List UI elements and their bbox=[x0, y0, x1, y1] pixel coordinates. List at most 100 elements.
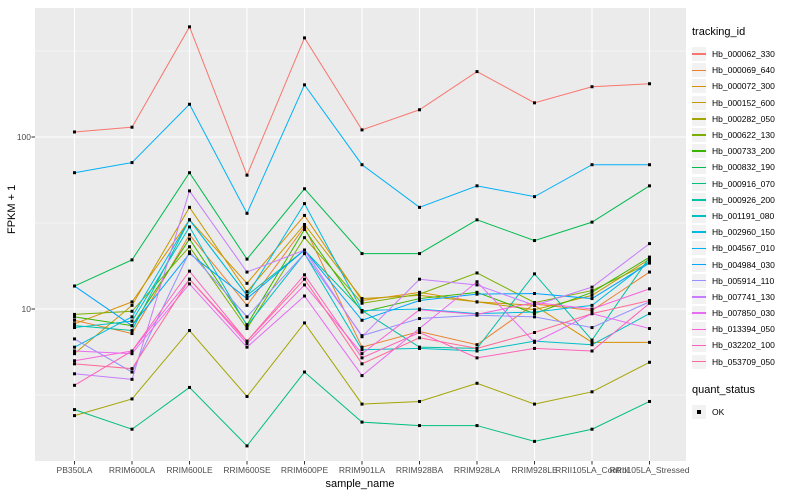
data-point bbox=[303, 370, 306, 374]
data-point bbox=[245, 290, 249, 294]
data-point bbox=[73, 130, 76, 134]
data-point bbox=[360, 128, 364, 132]
data-point bbox=[245, 257, 249, 261]
data-point bbox=[475, 70, 479, 74]
data-point bbox=[360, 335, 364, 339]
data-point bbox=[130, 161, 134, 165]
legend-entry: Hb_000622_130 bbox=[692, 127, 798, 143]
data-point bbox=[590, 285, 594, 289]
data-point bbox=[360, 310, 364, 314]
data-point bbox=[648, 270, 651, 274]
data-point bbox=[303, 248, 306, 252]
legend-entry-ok: OK bbox=[692, 404, 798, 420]
legend-entry: Hb_005914_110 bbox=[692, 273, 798, 289]
data-point bbox=[648, 360, 651, 364]
legend-entry-label: Hb_000832_190 bbox=[712, 162, 775, 173]
x-tick-label: RRIM600LE bbox=[166, 465, 213, 475]
gridlines bbox=[35, 8, 686, 461]
x-tick-label: RRII105LA_Stressed bbox=[609, 465, 690, 475]
legend-line-swatch-icon bbox=[692, 95, 706, 110]
data-point bbox=[590, 163, 594, 167]
data-point bbox=[360, 299, 364, 303]
legend-entry-label: Hb_000622_130 bbox=[712, 130, 775, 141]
legend-entry: Hb_002960_150 bbox=[692, 224, 798, 240]
data-point bbox=[590, 307, 594, 311]
data-point bbox=[475, 271, 479, 275]
data-point bbox=[245, 303, 249, 307]
data-point bbox=[648, 287, 651, 291]
data-point bbox=[648, 259, 651, 263]
data-point bbox=[130, 300, 134, 304]
data-point bbox=[418, 205, 421, 209]
data-point bbox=[130, 377, 134, 381]
legend-entry: Hb_000062_330 bbox=[692, 46, 798, 62]
data-point bbox=[303, 283, 306, 287]
data-point bbox=[188, 218, 191, 222]
data-point bbox=[130, 370, 134, 374]
legend-entry: Hb_004567_010 bbox=[692, 240, 798, 256]
data-point bbox=[418, 308, 421, 312]
data-point bbox=[73, 345, 76, 349]
legend-entry: Hb_001191_080 bbox=[692, 208, 798, 224]
y-tick-label: 10 bbox=[21, 304, 31, 314]
legend-entry-label: Hb_002960_150 bbox=[712, 227, 775, 238]
data-point bbox=[245, 270, 249, 274]
x-tick-label: PB350LA bbox=[56, 465, 93, 475]
data-point bbox=[648, 257, 651, 261]
data-point bbox=[188, 282, 191, 286]
legend-line-swatch-icon bbox=[692, 257, 706, 272]
data-point bbox=[303, 36, 306, 40]
legend-entry: Hb_007850_030 bbox=[692, 305, 798, 321]
legend-line-swatch-icon bbox=[692, 289, 706, 304]
data-point bbox=[245, 394, 249, 398]
legend-entry-label: Hb_000062_330 bbox=[712, 49, 775, 60]
data-point bbox=[590, 303, 594, 307]
data-point bbox=[130, 315, 134, 319]
data-point bbox=[648, 163, 651, 167]
legend-line-swatch-icon bbox=[692, 338, 706, 353]
legend-entry: Hb_000926_200 bbox=[692, 192, 798, 208]
legend-entry-label: Hb_004984_030 bbox=[712, 259, 775, 270]
legend-entry-label: Hb_053709_050 bbox=[712, 356, 775, 367]
data-point bbox=[418, 331, 421, 335]
x-tick-label: RRIM928BA bbox=[395, 465, 444, 475]
data-point bbox=[648, 299, 651, 303]
data-point bbox=[418, 317, 421, 321]
legend-entry-label: Hb_000916_070 bbox=[712, 178, 775, 189]
data-point bbox=[475, 424, 479, 428]
data-point bbox=[590, 220, 594, 224]
data-point bbox=[648, 340, 651, 344]
y-tick-label: 100 bbox=[16, 132, 31, 142]
data-point bbox=[648, 82, 651, 86]
x-tick-label: RRIM901LA bbox=[338, 465, 386, 475]
data-point bbox=[245, 324, 249, 328]
data-point bbox=[360, 402, 364, 406]
legend-line-swatch-icon bbox=[692, 176, 706, 191]
data-point bbox=[475, 218, 479, 222]
data-point bbox=[188, 189, 191, 193]
data-point bbox=[475, 280, 479, 284]
data-point bbox=[533, 301, 536, 305]
data-point bbox=[73, 359, 76, 363]
data-point bbox=[73, 284, 76, 288]
data-point bbox=[533, 303, 536, 307]
data-point bbox=[590, 390, 594, 394]
data-point bbox=[533, 239, 536, 243]
data-point bbox=[73, 318, 76, 322]
legend-entry-label: Hb_032202_100 bbox=[712, 340, 775, 351]
data-point bbox=[130, 427, 134, 431]
legend-entry: Hb_000733_200 bbox=[692, 143, 798, 159]
data-point bbox=[303, 187, 306, 191]
data-point bbox=[188, 252, 191, 256]
data-point bbox=[73, 372, 76, 376]
data-point bbox=[533, 101, 536, 105]
data-point bbox=[533, 331, 536, 335]
legend: tracking_id Hb_000062_330 Hb_000069_640 Hb… bbox=[692, 26, 798, 420]
data-point bbox=[130, 319, 134, 323]
data-point bbox=[590, 338, 594, 342]
legend-entry: Hb_000072_300 bbox=[692, 78, 798, 94]
data-point bbox=[533, 439, 536, 443]
data-point bbox=[303, 252, 306, 256]
data-point bbox=[130, 303, 134, 307]
data-point bbox=[533, 308, 536, 312]
